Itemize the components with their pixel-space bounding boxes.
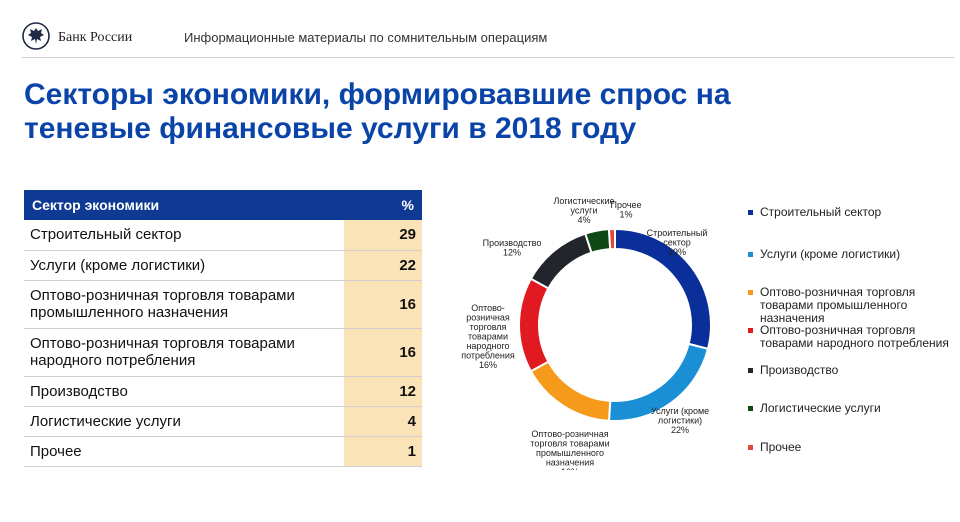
legend-label: Строительный сектор (760, 205, 882, 219)
slice-label: Производство 12% (483, 238, 542, 258)
legend-swatch (748, 445, 753, 450)
table-row: Логистические услуги 4 (24, 406, 422, 437)
row-percent: 12 (344, 376, 422, 407)
row-sector: Прочее (24, 436, 344, 467)
table-row: Оптово-розничная торговля товарами промы… (24, 280, 422, 329)
legend-swatch (748, 290, 753, 295)
sector-table: Сектор экономики % Строительный сектор 2… (24, 190, 422, 467)
row-percent: 22 (344, 250, 422, 281)
row-percent: 16 (344, 328, 422, 377)
legend-label: Логистические услуги (760, 401, 881, 415)
row-sector: Логистические услуги (24, 406, 344, 437)
legend-label: Оптово-розничная торговля товарами народн… (760, 323, 949, 350)
row-percent: 29 (344, 220, 422, 251)
legend-item: Услуги (кроме логистики) (748, 248, 960, 261)
row-percent: 16 (344, 280, 422, 329)
legend-item: Производство (748, 364, 960, 377)
legend-item: Оптово-розничная торговля товарами народн… (748, 324, 960, 350)
slice-label: Оптово-розничная торговля товарами промышл… (530, 429, 609, 470)
row-sector: Услуги (кроме логистики) (24, 250, 344, 281)
row-percent: 4 (344, 406, 422, 437)
slice-label: Строительный сектор 29% (647, 228, 708, 257)
brand-name: Банк России (58, 30, 133, 45)
donut-slice (518, 277, 550, 373)
legend-swatch (748, 328, 753, 333)
legend-item: Оптово-розничная торговля товарами промыш… (748, 286, 960, 325)
legend-label: Услуги (кроме логистики) (760, 247, 901, 261)
donut-slice (607, 227, 616, 251)
slice-label: Оптово-розничная торговля товарами народног… (461, 303, 515, 370)
donut-chart: Строительный сектор 29% Услуги (кроме логист… (461, 196, 712, 470)
page-title: Секторы экономики, формировавшие спрос н… (24, 78, 731, 145)
row-sector: Оптово-розничная торговля товарами промы… (24, 280, 344, 329)
legend-swatch (748, 406, 753, 411)
header-caption: Информационные материалы по сомнительным… (184, 30, 548, 45)
legend-item: Строительный сектор (748, 206, 960, 219)
legend-label: Оптово-розничная торговля товарами промыш… (760, 285, 916, 325)
row-sector: Оптово-розничная торговля товарами народ… (24, 328, 344, 377)
slice-label: Логистические услуги 4% (553, 196, 614, 225)
row-sector: Производство (24, 376, 344, 407)
legend-label: Прочее (760, 440, 802, 454)
donut-slice (529, 360, 612, 422)
legend-label: Производство (760, 363, 839, 377)
legend-item: Логистические услуги (748, 402, 960, 415)
header-percent: % (344, 190, 422, 220)
table-row: Прочее 1 (24, 436, 422, 467)
table-row: Строительный сектор 29 (24, 220, 422, 251)
legend-swatch (748, 210, 753, 215)
row-percent: 1 (344, 436, 422, 467)
bank-emblem-icon (22, 22, 50, 50)
slice-label: Услуги (кроме логистики) 22% (651, 406, 709, 435)
legend-swatch (748, 368, 753, 373)
header: Банк России Информационные материалы по … (22, 14, 954, 58)
slice-label: Прочее 1% (611, 200, 642, 220)
row-sector: Строительный сектор (24, 220, 344, 251)
table-row: Услуги (кроме логистики) 22 (24, 250, 422, 281)
legend-swatch (748, 252, 753, 257)
header-sector: Сектор экономики (24, 190, 344, 220)
table-row: Производство 12 (24, 376, 422, 407)
legend-item: Прочее (748, 441, 960, 454)
table-header-row: Сектор экономики % (24, 190, 422, 220)
table-row: Оптово-розничная торговля товарами народ… (24, 328, 422, 377)
